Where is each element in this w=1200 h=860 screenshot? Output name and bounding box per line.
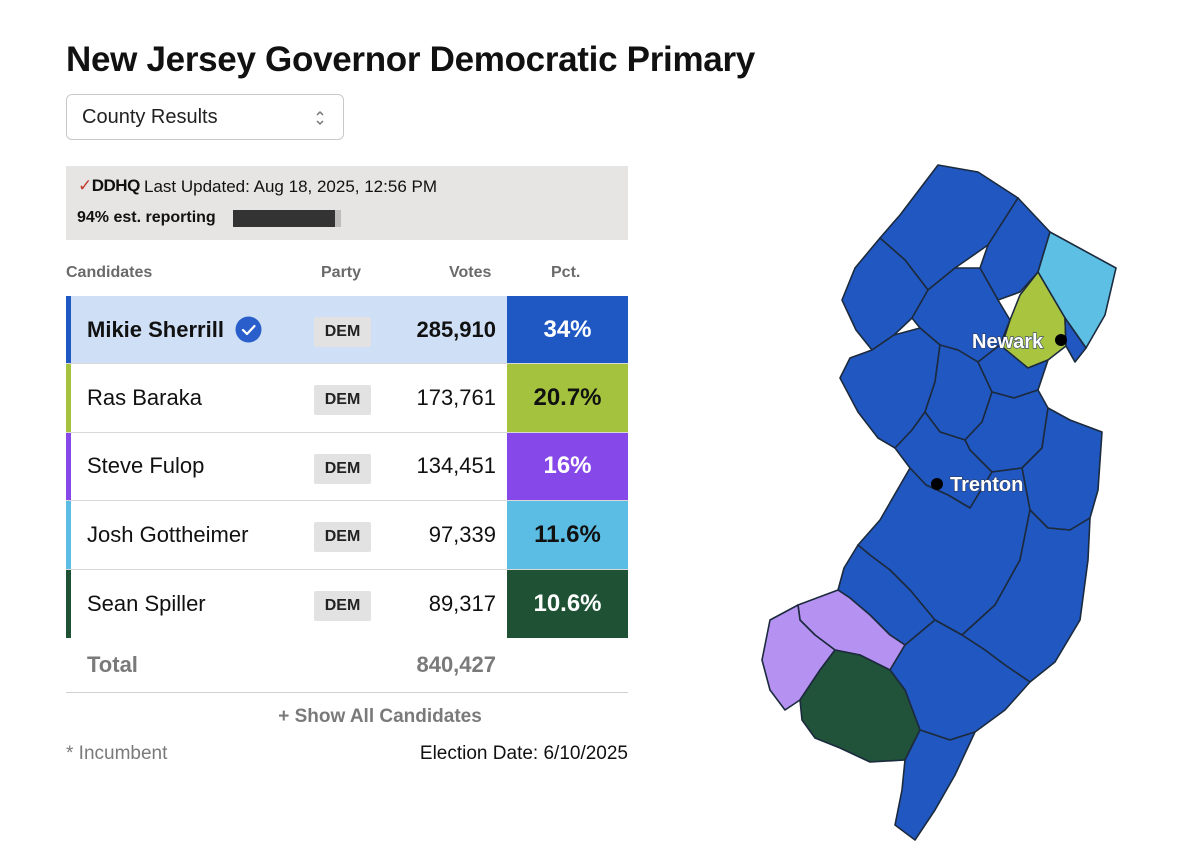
- vote-percent: 20.7%: [507, 364, 628, 432]
- vote-count: 173,761: [416, 385, 496, 411]
- election-date: Election Date: 6/10/2025: [419, 743, 628, 764]
- show-all-candidates-link[interactable]: + Show All Candidates: [278, 706, 482, 727]
- table-row[interactable]: Steve Fulop DEM 134,451 16%: [66, 432, 628, 502]
- chevron-up-down-icon: [316, 110, 324, 126]
- candidate-name: Sean Spiller: [87, 590, 206, 616]
- county-results-select[interactable]: County Results: [66, 94, 344, 140]
- divider: [66, 692, 628, 693]
- county-results-map: Newark Trenton: [761, 164, 1117, 841]
- city-label-trenton: Trenton: [950, 474, 1023, 496]
- vote-percent: 10.6%: [507, 569, 628, 638]
- table-row[interactable]: Josh Gottheimer DEM 97,339 11.6%: [66, 501, 628, 570]
- reporting-text: 94% est. reporting: [77, 209, 216, 226]
- party-badge: DEM: [314, 453, 371, 484]
- show-all-candidates-wrap: + Show All Candidates: [0, 706, 694, 728]
- party-badge: DEM: [314, 385, 371, 416]
- table-row[interactable]: Ras Baraka DEM 173,761 20.7%: [66, 364, 628, 433]
- table-row[interactable]: Mikie Sherrill DEM 285,910 34%: [66, 296, 628, 365]
- header-candidates: Candidates: [66, 264, 153, 281]
- header-party: Party: [321, 264, 362, 281]
- header-pct: Pct.: [551, 264, 581, 281]
- party-badge: DEM: [314, 317, 371, 347]
- candidate-color-stripe: [66, 432, 71, 501]
- vote-count: 134,451: [416, 453, 496, 479]
- city-label-newark: Newark: [972, 331, 1044, 353]
- candidate-color-stripe: [66, 501, 71, 569]
- vote-percent: 16%: [507, 432, 628, 501]
- vote-count: 285,910: [416, 316, 496, 342]
- candidate-name: Ras Baraka: [87, 385, 202, 411]
- newark-marker-icon: [1055, 334, 1067, 346]
- vote-percent: 34%: [507, 296, 628, 364]
- results-banner: ✓DDHQ Last Updated: Aug 18, 2025, 12:56 …: [66, 166, 628, 240]
- results-table: Mikie Sherrill DEM 285,910 34% Ras Barak…: [66, 296, 628, 638]
- vote-count: 97,339: [428, 521, 496, 547]
- winner-check-icon: [235, 316, 262, 343]
- last-updated-text: Last Updated: Aug 18, 2025, 12:56 PM: [144, 177, 437, 196]
- county-ocean[interactable]: [961, 509, 1091, 683]
- candidate-name: Josh Gottheimer: [87, 521, 249, 547]
- vote-count: 89,317: [428, 590, 496, 616]
- party-badge: DEM: [314, 590, 371, 621]
- reporting-progress-fill: [233, 210, 335, 227]
- county-cape-may[interactable]: [894, 729, 976, 841]
- total-label: Total: [87, 652, 138, 677]
- candidate-color-stripe: [66, 364, 71, 432]
- candidate-color-stripe: [66, 296, 71, 364]
- candidate-color-stripe: [66, 569, 71, 638]
- table-row[interactable]: Sean Spiller DEM 89,317 10.6%: [66, 569, 628, 638]
- trenton-marker-icon: [931, 478, 943, 490]
- incumbent-note: * Incumbent: [66, 743, 168, 764]
- party-badge: DEM: [314, 522, 371, 553]
- vote-percent: 11.6%: [507, 501, 628, 569]
- header-votes: Votes: [449, 264, 492, 281]
- total-votes: 840,427: [416, 652, 496, 677]
- reporting-progress-bar: [233, 210, 341, 227]
- candidate-name: Mikie Sherrill: [87, 296, 262, 363]
- page-title: New Jersey Governor Democratic Primary: [66, 40, 755, 79]
- select-value: County Results: [82, 105, 218, 128]
- candidate-name: Steve Fulop: [87, 453, 205, 479]
- ddhq-logo: ✓DDHQ: [78, 176, 140, 195]
